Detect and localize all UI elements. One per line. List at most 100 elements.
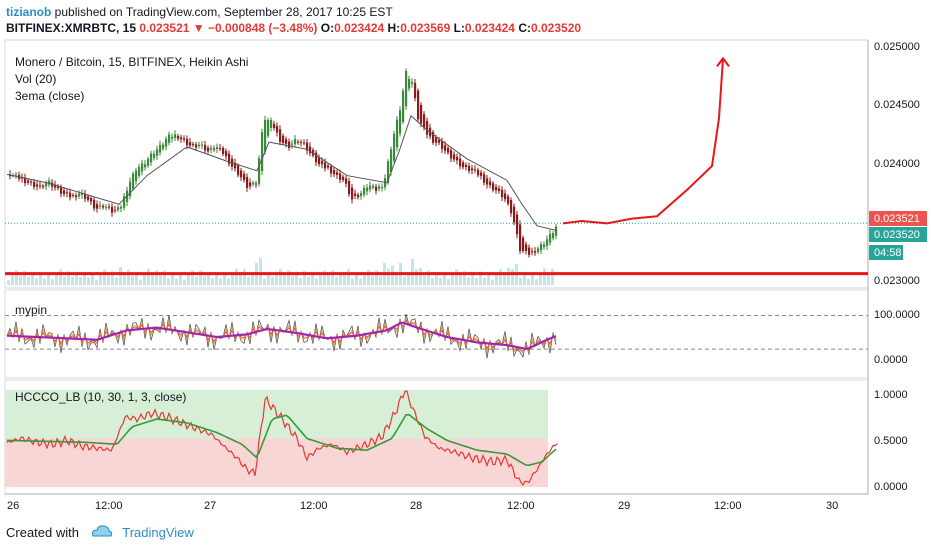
candle-body <box>66 192 69 194</box>
volume-bar <box>375 270 378 285</box>
candle-body <box>138 166 141 176</box>
candle-body <box>477 169 480 176</box>
candle-body <box>393 134 396 161</box>
volume-bar <box>119 267 122 285</box>
volume-bar <box>351 278 354 285</box>
candle-body <box>225 151 228 157</box>
candle-body <box>342 176 345 181</box>
candle-body <box>249 182 252 187</box>
volume-bar <box>71 276 74 285</box>
volume-bar <box>459 275 462 285</box>
candle-body <box>45 183 48 187</box>
volume-bar <box>331 270 334 285</box>
volume-label: Vol (20) <box>15 72 56 86</box>
projection-curve[interactable] <box>562 58 724 225</box>
candle-body <box>333 169 336 175</box>
volume-bar <box>171 273 174 285</box>
symbol-name[interactable]: BITFINEX:XMRBTC, 15 <box>6 21 137 35</box>
candle-body <box>105 206 108 208</box>
candle-body <box>453 154 456 160</box>
candle-body <box>183 138 186 140</box>
candle-body <box>294 139 297 145</box>
candle-body <box>186 139 189 146</box>
price-pane[interactable] <box>4 39 869 289</box>
volume-bar <box>87 277 90 285</box>
volume-bar <box>159 275 162 285</box>
volume-bar <box>175 278 178 285</box>
candle-body <box>153 153 156 158</box>
candle-body <box>423 114 426 128</box>
candle-body <box>81 192 84 195</box>
volume-bar <box>551 268 554 285</box>
candle-body <box>456 156 459 161</box>
last-price-tag-text: 0.023521 <box>874 213 920 225</box>
volume-bar <box>367 269 370 285</box>
volume-bar <box>463 271 466 285</box>
ema-line <box>6 114 558 232</box>
volume-bar <box>443 272 446 285</box>
candle-body <box>57 186 60 189</box>
volume-bar <box>423 275 426 285</box>
volume-bar <box>303 271 306 285</box>
volume-bar <box>327 275 330 285</box>
volume-bar <box>143 273 146 285</box>
volume-bar <box>487 273 490 285</box>
candle-body <box>375 186 378 191</box>
volume-bar <box>259 257 262 285</box>
time-tick: 12:00 <box>95 500 123 512</box>
candle-body <box>492 183 495 191</box>
candle-body <box>444 145 447 151</box>
volume-bar <box>95 280 98 285</box>
low-label: L: <box>453 21 465 35</box>
hccco-tick: 0.5000 <box>874 435 908 447</box>
candle-body <box>315 152 318 163</box>
volume-bar <box>263 278 266 285</box>
candle-body <box>132 173 135 189</box>
volume-bar <box>311 272 314 285</box>
price-tick: 0.023000 <box>874 275 920 287</box>
volume-bar <box>107 275 110 285</box>
volume-bar <box>547 274 550 285</box>
high-label: H: <box>387 21 401 35</box>
volume-bar <box>67 271 70 285</box>
volume-bar <box>359 278 362 285</box>
mypin-signal-line <box>6 321 557 351</box>
volume-bar <box>247 276 250 285</box>
chart-canvas[interactable]: Monero / Bitcoin, 15, BITFINEX, Heikin A… <box>0 0 932 522</box>
volume-bar <box>103 269 106 285</box>
volume-bar <box>135 273 138 285</box>
tradingview-link[interactable]: TradingView <box>122 525 194 540</box>
candle-body <box>201 144 204 146</box>
volume-bar <box>415 269 418 285</box>
mypin-pane[interactable] <box>4 289 869 379</box>
author-link[interactable]: tizianob <box>6 5 52 19</box>
volume-bar <box>523 272 526 285</box>
candle-body <box>228 153 231 164</box>
candle-body <box>255 183 258 185</box>
candle-body <box>498 188 501 192</box>
volume-bar <box>163 270 166 285</box>
volume-bar <box>519 277 522 285</box>
volume-bar <box>147 268 150 285</box>
volume-bar <box>187 274 190 285</box>
candle-body <box>279 129 282 143</box>
volume-bar <box>339 271 342 285</box>
candle-body <box>219 148 222 150</box>
candle-body <box>543 244 546 248</box>
volume-bar <box>407 272 410 285</box>
volume-bar <box>475 277 478 285</box>
mypin-lines <box>5 313 868 359</box>
hccco-lines <box>6 390 558 487</box>
price-tick: 0.024000 <box>874 158 920 170</box>
candle-body <box>159 144 162 153</box>
candle-body <box>75 195 78 198</box>
candle-body <box>417 90 420 120</box>
candle-body <box>243 173 246 181</box>
candle-body <box>69 192 72 198</box>
candle-body <box>546 239 549 246</box>
time-tick: 28 <box>410 500 422 512</box>
volume-bar <box>203 276 206 285</box>
mypin-axis-ticks: 100.0000 0.0000 <box>874 309 920 366</box>
candle-body <box>276 125 279 133</box>
time-tick: 12:00 <box>507 500 535 512</box>
